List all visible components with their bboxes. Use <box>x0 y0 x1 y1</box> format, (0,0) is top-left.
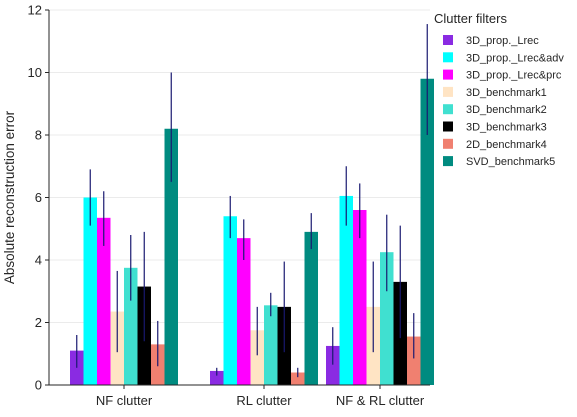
y-tick-label: 8 <box>35 128 42 143</box>
bar <box>223 216 237 385</box>
legend-label: 2D_benchmark4 <box>466 139 547 151</box>
bar <box>291 372 305 385</box>
legend-label: 3D_prop._Lrec&adv <box>466 52 564 64</box>
bar <box>420 78 434 385</box>
legend-swatch <box>443 52 453 63</box>
legend-swatch <box>443 104 453 115</box>
x-axis-categories: NF clutter RL clutter NF & RL clutter <box>96 385 425 408</box>
legend-label: 3D_benchmark1 <box>466 87 547 99</box>
legend-label: 3D_benchmark2 <box>466 104 547 116</box>
x-tick-label: RL clutter <box>236 393 292 408</box>
legend-label: 3D_prop._Lrec <box>466 35 539 47</box>
bar <box>164 128 178 385</box>
y-tick-label: 2 <box>35 315 42 330</box>
legend-label: 3D_benchmark3 <box>466 122 547 134</box>
y-tick-label: 10 <box>28 65 42 80</box>
bar <box>407 336 421 385</box>
y-tick-label: 12 <box>28 3 42 18</box>
bar <box>380 252 394 385</box>
y-axis-ticks: 0 2 4 6 8 10 12 <box>28 3 49 393</box>
bar <box>124 267 138 385</box>
bar <box>264 305 278 385</box>
y-axis-title: Absolute reconstruction error <box>2 110 17 284</box>
legend-swatch <box>443 138 453 149</box>
bar <box>353 210 367 385</box>
y-tick-label: 6 <box>35 190 42 205</box>
x-tick-label: NF clutter <box>96 393 153 408</box>
legend-title: Clutter filters <box>434 11 507 26</box>
legend-swatch <box>443 69 453 80</box>
legend-swatch <box>443 121 453 132</box>
bar <box>237 238 251 385</box>
legend-swatch <box>443 156 453 167</box>
error-bars <box>76 24 428 378</box>
x-tick-label: NF & RL clutter <box>336 393 425 408</box>
bar <box>83 197 97 385</box>
legend: Clutter filters 3D_prop._Lrec 3D_prop._Lr… <box>434 11 564 168</box>
bar <box>210 370 224 385</box>
bar <box>250 330 264 385</box>
legend-label: 3D_prop._Lrec&prc <box>466 70 562 82</box>
bar <box>339 195 353 385</box>
bar <box>97 217 111 385</box>
y-tick-label: 0 <box>35 378 42 393</box>
legend-label: SVD_benchmark5 <box>466 156 555 168</box>
legend-swatch <box>443 86 453 97</box>
bar <box>304 231 318 385</box>
bar <box>326 345 340 385</box>
legend-swatch <box>443 35 453 45</box>
y-tick-label: 4 <box>35 253 42 268</box>
